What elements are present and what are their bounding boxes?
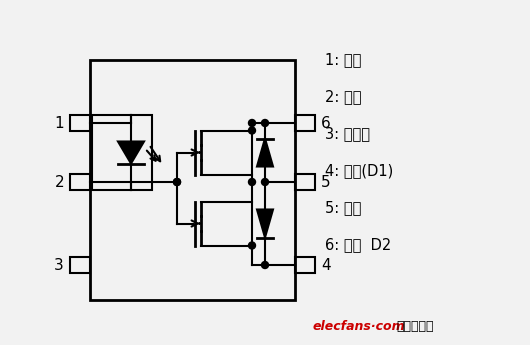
Bar xyxy=(70,174,90,190)
Bar xyxy=(90,60,295,300)
Bar xyxy=(295,257,315,273)
Text: 3: 不連接: 3: 不連接 xyxy=(325,127,370,141)
Circle shape xyxy=(261,178,269,186)
Text: 2: 2 xyxy=(55,175,64,189)
Circle shape xyxy=(261,262,269,268)
Circle shape xyxy=(249,127,255,134)
Text: 2: 陰極: 2: 陰極 xyxy=(325,89,361,105)
Bar xyxy=(92,115,152,190)
Text: 4: 4 xyxy=(321,257,331,273)
Bar xyxy=(295,174,315,190)
Text: 1: 陽極: 1: 陽極 xyxy=(325,52,361,68)
Bar xyxy=(70,115,90,131)
Text: 4: 耗電(D1): 4: 耗電(D1) xyxy=(325,164,393,178)
Circle shape xyxy=(173,178,181,186)
Text: 3: 3 xyxy=(54,257,64,273)
Text: 1: 1 xyxy=(55,116,64,130)
Circle shape xyxy=(249,178,255,186)
Bar xyxy=(295,115,315,131)
Polygon shape xyxy=(257,138,273,167)
Circle shape xyxy=(249,119,255,127)
Polygon shape xyxy=(257,209,273,237)
Text: 电子發燒友: 电子發燒友 xyxy=(396,321,434,334)
Circle shape xyxy=(173,178,181,186)
Circle shape xyxy=(261,119,269,127)
Polygon shape xyxy=(118,141,144,164)
Text: 6: 耗電  D2: 6: 耗電 D2 xyxy=(325,237,391,253)
Text: 6: 6 xyxy=(321,116,331,130)
Text: elecfans·com: elecfans·com xyxy=(313,321,405,334)
Bar xyxy=(70,257,90,273)
Circle shape xyxy=(249,242,255,249)
Text: 5: 5 xyxy=(321,175,331,189)
Text: 5: 電源: 5: 電源 xyxy=(325,200,361,216)
